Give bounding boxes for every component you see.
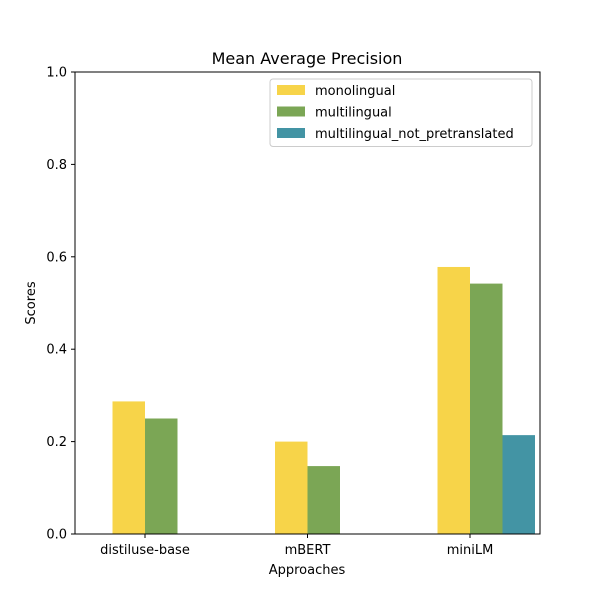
legend-swatch-multilingual_not_pretranslated xyxy=(277,128,305,138)
y-tick-label: 0.6 xyxy=(46,250,67,265)
axes-layer: 0.0 0.2 0.4 0.6 0.8 1.0 distiluse-base mBERT min… xyxy=(46,66,541,558)
bar-monolingual-distiluse-base xyxy=(112,401,145,534)
bars-layer xyxy=(112,266,535,534)
y-tick-label: 0.2 xyxy=(46,435,67,450)
legend-label-multilingual: multilingual xyxy=(315,106,392,121)
y-tick-label: 0.0 xyxy=(46,528,67,543)
x-tick-label: distiluse-base xyxy=(100,543,190,558)
bar-multilingual-miniLM xyxy=(470,283,503,534)
bar-multilingual-mBERT xyxy=(307,466,340,534)
y-axis-label: Scores xyxy=(24,281,39,324)
y-tick-label: 0.4 xyxy=(46,343,67,358)
chart-title: Mean Average Precision xyxy=(212,49,403,68)
bar-multilingual-distiluse-base xyxy=(145,418,178,534)
bar-monolingual-mBERT xyxy=(275,441,308,534)
legend: monolingual multilingual multilingual_not_… xyxy=(269,78,533,147)
legend-box xyxy=(269,78,533,147)
y-tick-label: 1.0 xyxy=(46,66,67,81)
legend-swatch-multilingual xyxy=(277,106,305,117)
x-tick-label: miniLM xyxy=(447,543,494,558)
legend-label-monolingual: monolingual xyxy=(315,84,395,99)
x-tick-label: mBERT xyxy=(285,543,331,558)
bar-monolingual-miniLM xyxy=(437,266,470,534)
legend-swatch-monolingual xyxy=(277,85,305,95)
legend-label-multilingual_not_pretranslated: multilingual_not_pretranslated xyxy=(315,127,514,142)
bar-multilingual_not_pretranslated-miniLM xyxy=(502,435,535,534)
y-tick-label: 0.8 xyxy=(46,158,67,173)
x-axis-label: Approaches xyxy=(269,563,346,578)
